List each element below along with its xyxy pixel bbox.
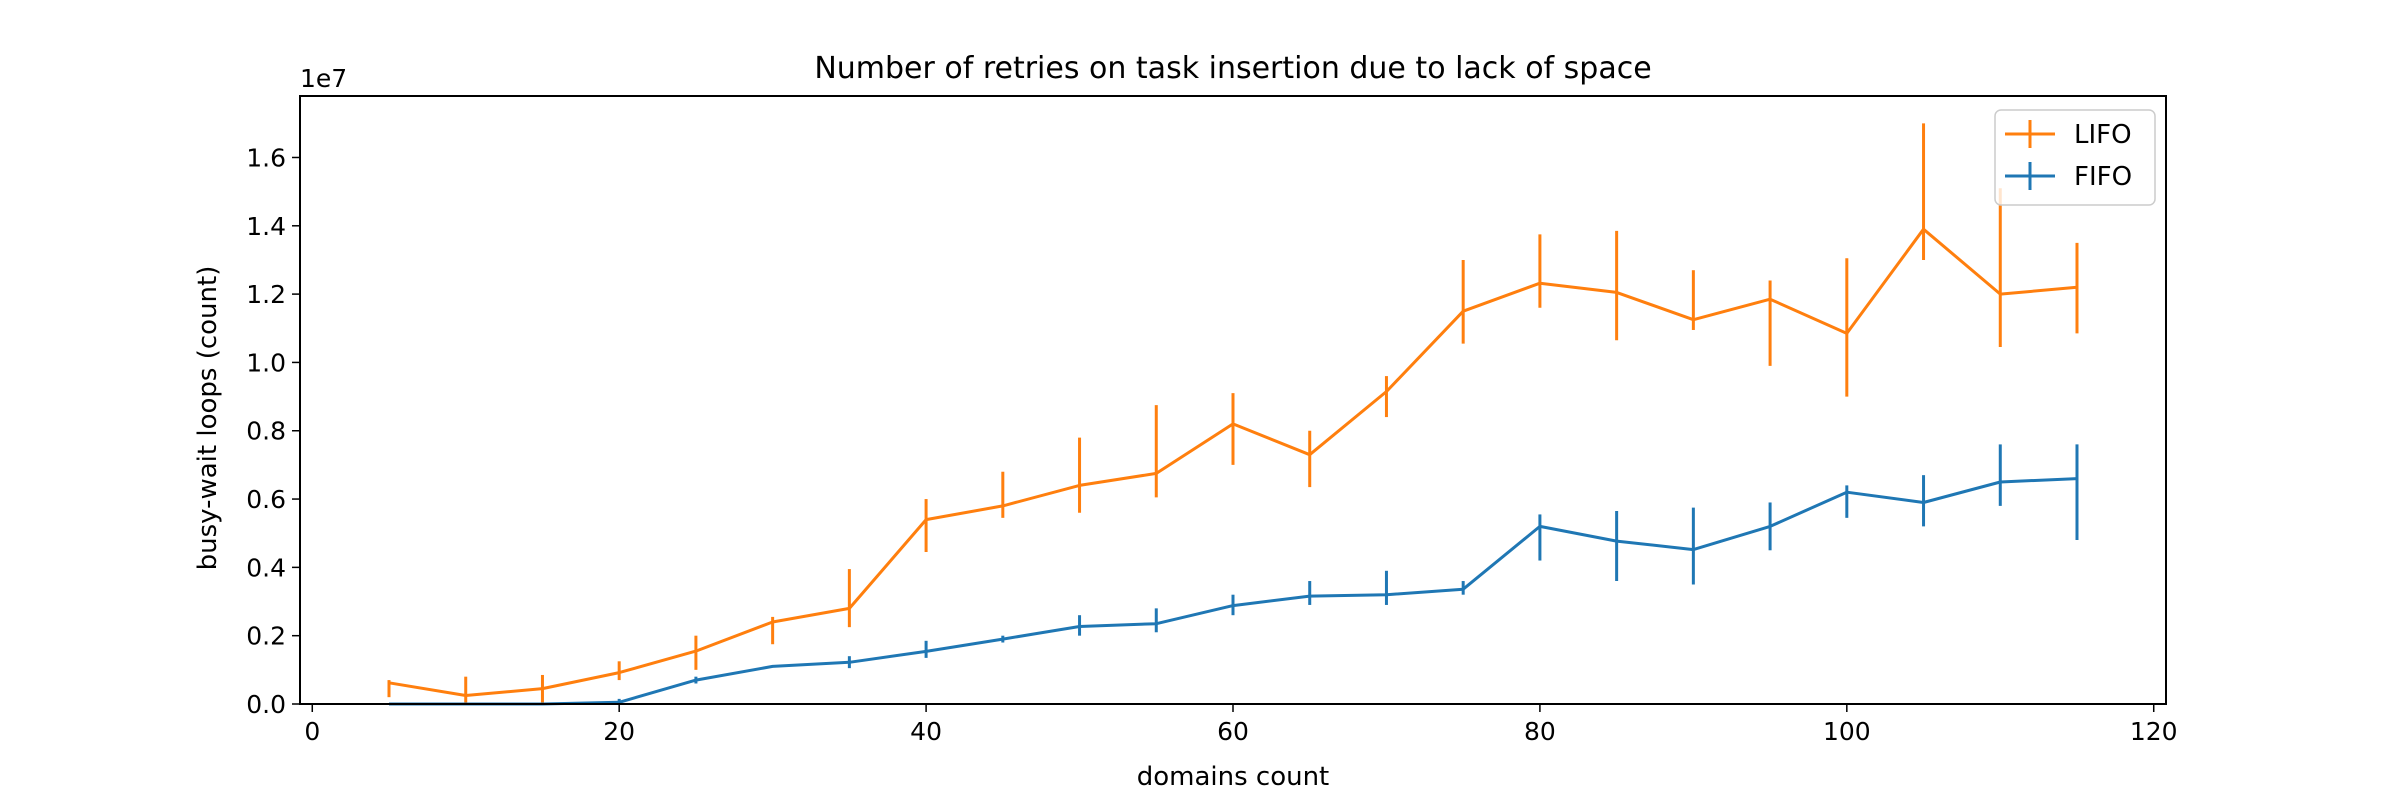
x-tick-label: 120 — [2130, 717, 2178, 746]
x-tick-label: 0 — [304, 717, 320, 746]
y-tick-label: 1.4 — [246, 212, 286, 241]
series-layer — [387, 123, 2079, 706]
legend-entry-fifo: FIFO — [2005, 162, 2132, 192]
y-axis-label: busy-wait loops (count) — [193, 266, 223, 571]
legend-entry-lifo: LIFO — [2005, 120, 2132, 150]
y-tick-label: 0.0 — [246, 690, 286, 719]
series-lifo — [387, 123, 2079, 704]
y-axis-ticks: 0.0 0.2 0.4 0.6 0.8 1.0 1.2 1.4 1.6 — [246, 143, 300, 719]
x-tick-label: 40 — [910, 717, 942, 746]
y-tick-label: 0.6 — [246, 485, 286, 514]
plot-frame — [299, 95, 2167, 705]
legend-label-fifo: FIFO — [2074, 162, 2132, 192]
legend-label-lifo: LIFO — [2074, 120, 2132, 150]
series-fifo — [389, 444, 2079, 706]
x-tick-label: 60 — [1217, 717, 1249, 746]
chart-title: Number of retries on task insertion due … — [814, 51, 1651, 86]
y-tick-label: 0.8 — [246, 417, 286, 446]
x-axis-ticks: 0 20 40 60 80 100 120 — [304, 704, 2178, 746]
x-tick-label: 80 — [1524, 717, 1556, 746]
y-tick-label: 0.2 — [246, 622, 286, 651]
x-tick-label: 20 — [603, 717, 635, 746]
y-axis-offset-label: 1e7 — [300, 64, 347, 93]
legend: LIFO FIFO — [1994, 109, 2156, 206]
x-tick-label: 100 — [1823, 717, 1871, 746]
y-tick-label: 1.6 — [246, 143, 286, 172]
x-axis-label: domains count — [1137, 762, 1330, 792]
y-tick-label: 1.0 — [246, 348, 286, 377]
y-tick-label: 1.2 — [246, 280, 286, 309]
y-tick-label: 0.4 — [246, 553, 286, 582]
